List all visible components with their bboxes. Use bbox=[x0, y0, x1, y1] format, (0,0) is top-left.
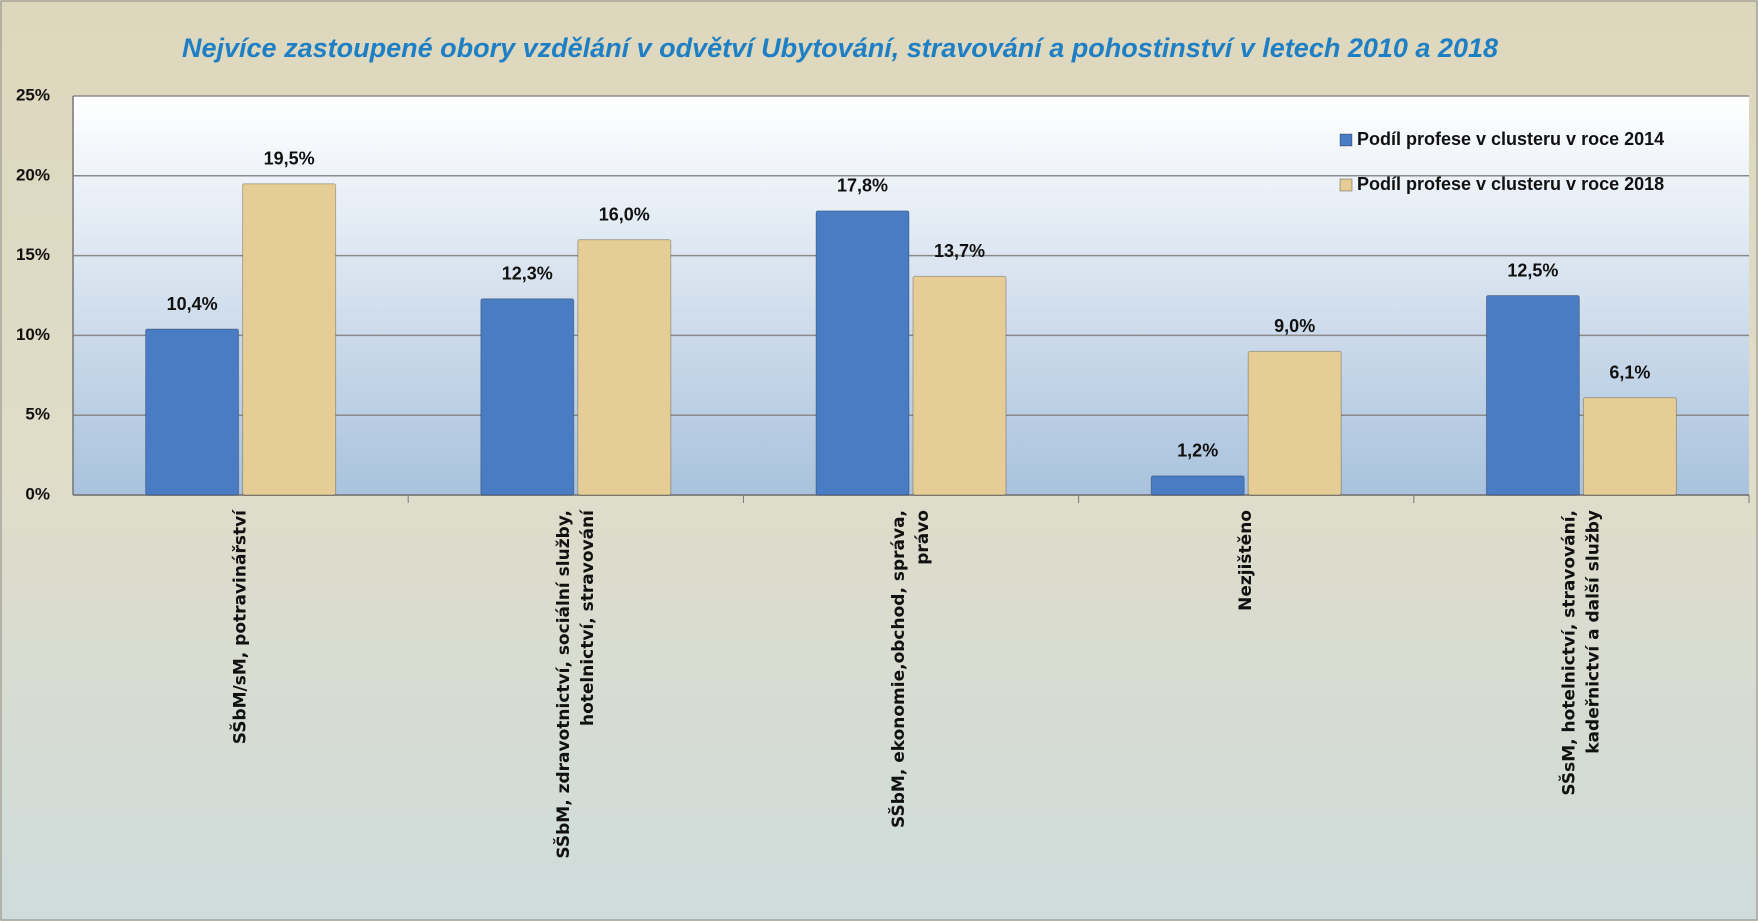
plot-area bbox=[73, 96, 1749, 495]
legend-swatch bbox=[1339, 133, 1353, 147]
y-tick-label: 25% bbox=[16, 85, 50, 104]
bar bbox=[480, 298, 575, 496]
legend-label: Podíl profese v clusteru v roce 2018 bbox=[1357, 174, 1664, 194]
value-label: 9,0% bbox=[1274, 316, 1315, 336]
value-label: 10,4% bbox=[167, 294, 218, 314]
value-label: 1,2% bbox=[1177, 441, 1218, 461]
y-tick-label: 20% bbox=[16, 165, 50, 184]
legend-swatch bbox=[1339, 178, 1353, 192]
value-label: 13,7% bbox=[934, 241, 985, 261]
bar bbox=[1485, 295, 1580, 496]
bar bbox=[1582, 397, 1677, 496]
bar bbox=[577, 239, 672, 496]
y-tick-label: 15% bbox=[16, 245, 50, 264]
bar bbox=[912, 275, 1007, 496]
legend-label: Podíl profese v clusteru v roce 2014 bbox=[1357, 129, 1664, 149]
x-tick-label: SŠbM, ekonomie,obchod, správa, právo bbox=[887, 510, 933, 828]
value-label: 17,8% bbox=[837, 176, 888, 196]
x-tick-label: SŠbM, zdravotnictví, sociální služby, hot… bbox=[552, 509, 598, 859]
x-tick-label: Nezjištěno bbox=[1236, 510, 1256, 611]
bar bbox=[1150, 475, 1245, 496]
value-label: 12,5% bbox=[1507, 260, 1558, 280]
x-tick-label: SŠsM, hotelnictví, stravování, kadeřnictv… bbox=[1557, 510, 1603, 796]
value-label: 12,3% bbox=[502, 263, 553, 283]
value-label: 19,5% bbox=[264, 149, 315, 169]
bar bbox=[145, 328, 240, 496]
x-tick-label: SŠbM/sM, potravinářství bbox=[229, 509, 251, 744]
bar bbox=[1247, 350, 1342, 496]
y-tick-label: 10% bbox=[16, 325, 50, 344]
chart-title: Nejvíce zastoupené obory vzdělání v odvě… bbox=[182, 33, 1498, 63]
y-tick-label: 0% bbox=[25, 484, 50, 503]
value-label: 16,0% bbox=[599, 204, 650, 224]
bar bbox=[815, 210, 910, 496]
y-tick-label: 5% bbox=[25, 405, 50, 424]
value-label: 6,1% bbox=[1609, 362, 1650, 382]
bar bbox=[242, 183, 337, 496]
